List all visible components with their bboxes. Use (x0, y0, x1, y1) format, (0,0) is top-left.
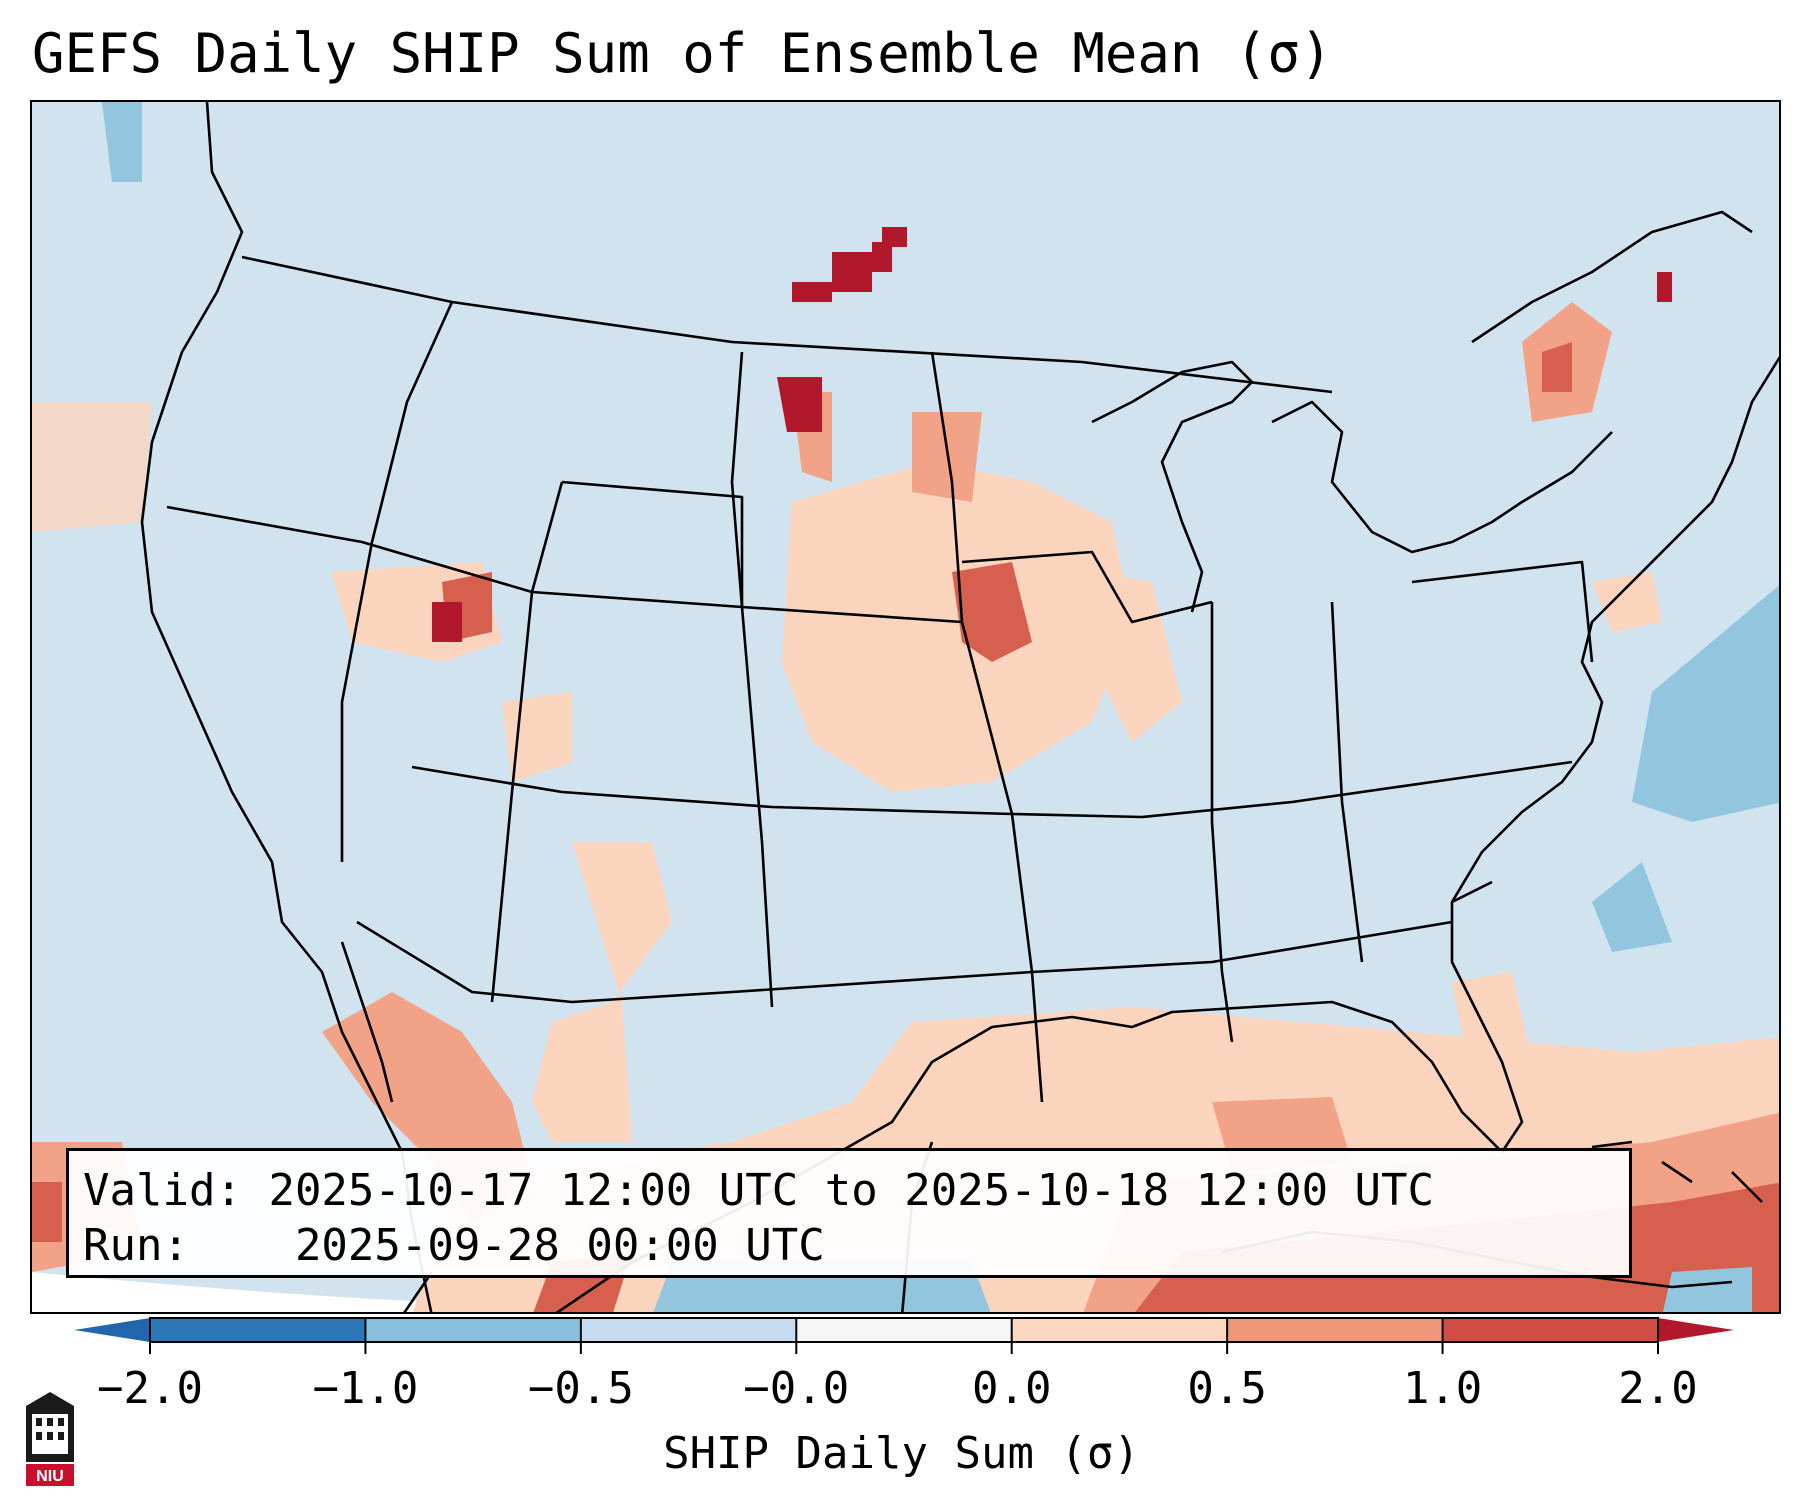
state-line-west-1 (340, 301, 454, 862)
niu-logo: NIU (26, 1392, 74, 1486)
st-lawrence-shore (1471, 210, 1753, 344)
shade-plains-light (782, 462, 1132, 792)
map-canvas (32, 102, 1779, 1312)
shade-newjersey-light (1592, 572, 1662, 632)
colorbar (74, 1317, 1734, 1354)
shade-pacific-nw (32, 402, 152, 532)
state-line-northeast (1411, 560, 1594, 663)
great-lakes-shore (1271, 400, 1613, 554)
colorbar-segment (150, 1318, 366, 1342)
colorbar-extend-low (74, 1318, 150, 1342)
anomaly-shading (32, 102, 1779, 1312)
state-line-east-2 (1330, 601, 1364, 963)
shade-nd-dark-3 (872, 242, 892, 272)
shade-utah-light (502, 692, 572, 782)
shade-quebec-dark (1657, 272, 1672, 302)
shade-atlantic-neg (1632, 585, 1779, 822)
east-gulf-coastline (555, 355, 1779, 1312)
state-line-wyoming (561, 480, 744, 607)
validity-info-box: Valid: 2025-10-17 12:00 UTC to 2025-10-1… (66, 1148, 1632, 1278)
state-line-east-1 (1210, 602, 1234, 1043)
shade-newmexico-light (532, 842, 672, 1142)
map-title: GEFS Daily SHIP Sum of Ensemble Mean (σ) (32, 22, 1333, 85)
state-line-central-1 (730, 351, 774, 1008)
colorbar-segment (1442, 1318, 1659, 1342)
shade-pacific-red (32, 1182, 62, 1242)
colorbar-label: SHIP Daily Sum (σ) (663, 1428, 1140, 1479)
valid-value: 2025-10-17 12:00 UTC to 2025-10-18 12:00… (268, 1165, 1435, 1216)
colorbar-tick-label: −2.0 (97, 1363, 203, 1414)
colorbar-segment (796, 1318, 1013, 1342)
colorbar-segment (1011, 1318, 1228, 1342)
projection-edge (32, 1272, 678, 1312)
colorbar-segments (150, 1318, 1659, 1342)
shade-illinois-light (1092, 572, 1182, 742)
state-line-central-2 (930, 351, 1044, 1103)
colorbar-segment (365, 1318, 582, 1342)
run-label: Run: (83, 1220, 189, 1271)
colorbar-segment (580, 1318, 797, 1342)
valid-row: Valid: 2025-10-17 12:00 UTC to 2025-10-1… (83, 1163, 1629, 1218)
colorbar-tick-marks (149, 1318, 1659, 1354)
bahamas-islands (1591, 1140, 1763, 1203)
shade-sd-dark (777, 377, 822, 432)
colorbar-tick-label: −1.0 (312, 1363, 419, 1414)
colorbar-tick-label: 2.0 (1618, 1363, 1698, 1414)
west-coastline (140, 102, 433, 1312)
map-panel (30, 100, 1781, 1314)
colorbar-tick-label: −0.5 (527, 1363, 634, 1414)
shade-nd-dark-1 (792, 282, 832, 302)
colorbar-tick-label: −0.0 (743, 1363, 850, 1414)
colorbar-segment (1227, 1318, 1444, 1342)
lake-michigan-shore (1091, 360, 1254, 613)
valid-label: Valid: (83, 1165, 242, 1216)
state-line-carolina (1451, 880, 1493, 904)
canada-border-west (241, 255, 733, 344)
state-line-west-2 (490, 481, 564, 1003)
shade-nd-dark-2 (832, 252, 872, 292)
run-value: 2025-09-28 00:00 UTC (294, 1220, 825, 1271)
baja-coast (340, 941, 394, 1103)
colorbar-tick-label: 0.0 (971, 1363, 1052, 1414)
shade-nd-dark-4 (882, 227, 907, 247)
shade-atlantic-neg-2 (1592, 862, 1672, 952)
map-outlines (140, 102, 1779, 1312)
shade-caribbean-neg (1662, 1267, 1752, 1312)
colorbar-extend-high (1658, 1318, 1734, 1342)
run-row: Run: 2025-09-28 00:00 UTC (83, 1218, 1629, 1273)
shade-idaho-dark (432, 602, 462, 642)
canada-border-mid (731, 340, 1333, 394)
baja-tip (403, 1271, 434, 1312)
state-line-midwest (961, 550, 1213, 624)
logo-text: NIU (36, 1468, 64, 1485)
shade-quebec-red (1542, 342, 1572, 392)
shade-pacific-neg (102, 102, 142, 182)
state-line-south (356, 920, 1453, 1004)
colorbar-tick-label: 1.0 (1402, 1363, 1483, 1414)
state-line-mid (411, 760, 1573, 819)
shade-iowa-red (952, 562, 1032, 662)
colorbar-tick-label: 0.5 (1187, 1363, 1267, 1414)
